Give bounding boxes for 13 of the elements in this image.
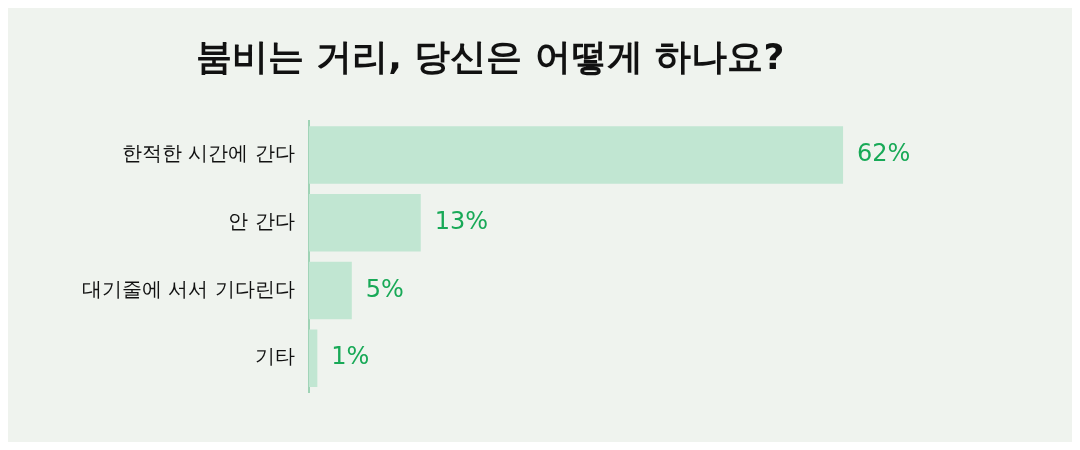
bar (308, 329, 318, 387)
data-label: 1% (331, 342, 370, 371)
y-tick-label: 대기줄에 서서 기다린다 (82, 276, 295, 301)
data-label: 13% (434, 206, 489, 235)
bar (308, 193, 421, 252)
data-label: 5% (365, 274, 404, 303)
bar (308, 261, 352, 320)
y-tick-label: 안 간다 (228, 208, 295, 233)
y-tick-label: 기타 (254, 344, 295, 369)
y-tick-label: 한적한 시간에 간다 (122, 141, 295, 166)
chart-title: 붐비는 거리, 당신은 어떻게 하나요? (195, 35, 785, 77)
data-label: 62% (857, 139, 911, 168)
bar (308, 126, 844, 184)
